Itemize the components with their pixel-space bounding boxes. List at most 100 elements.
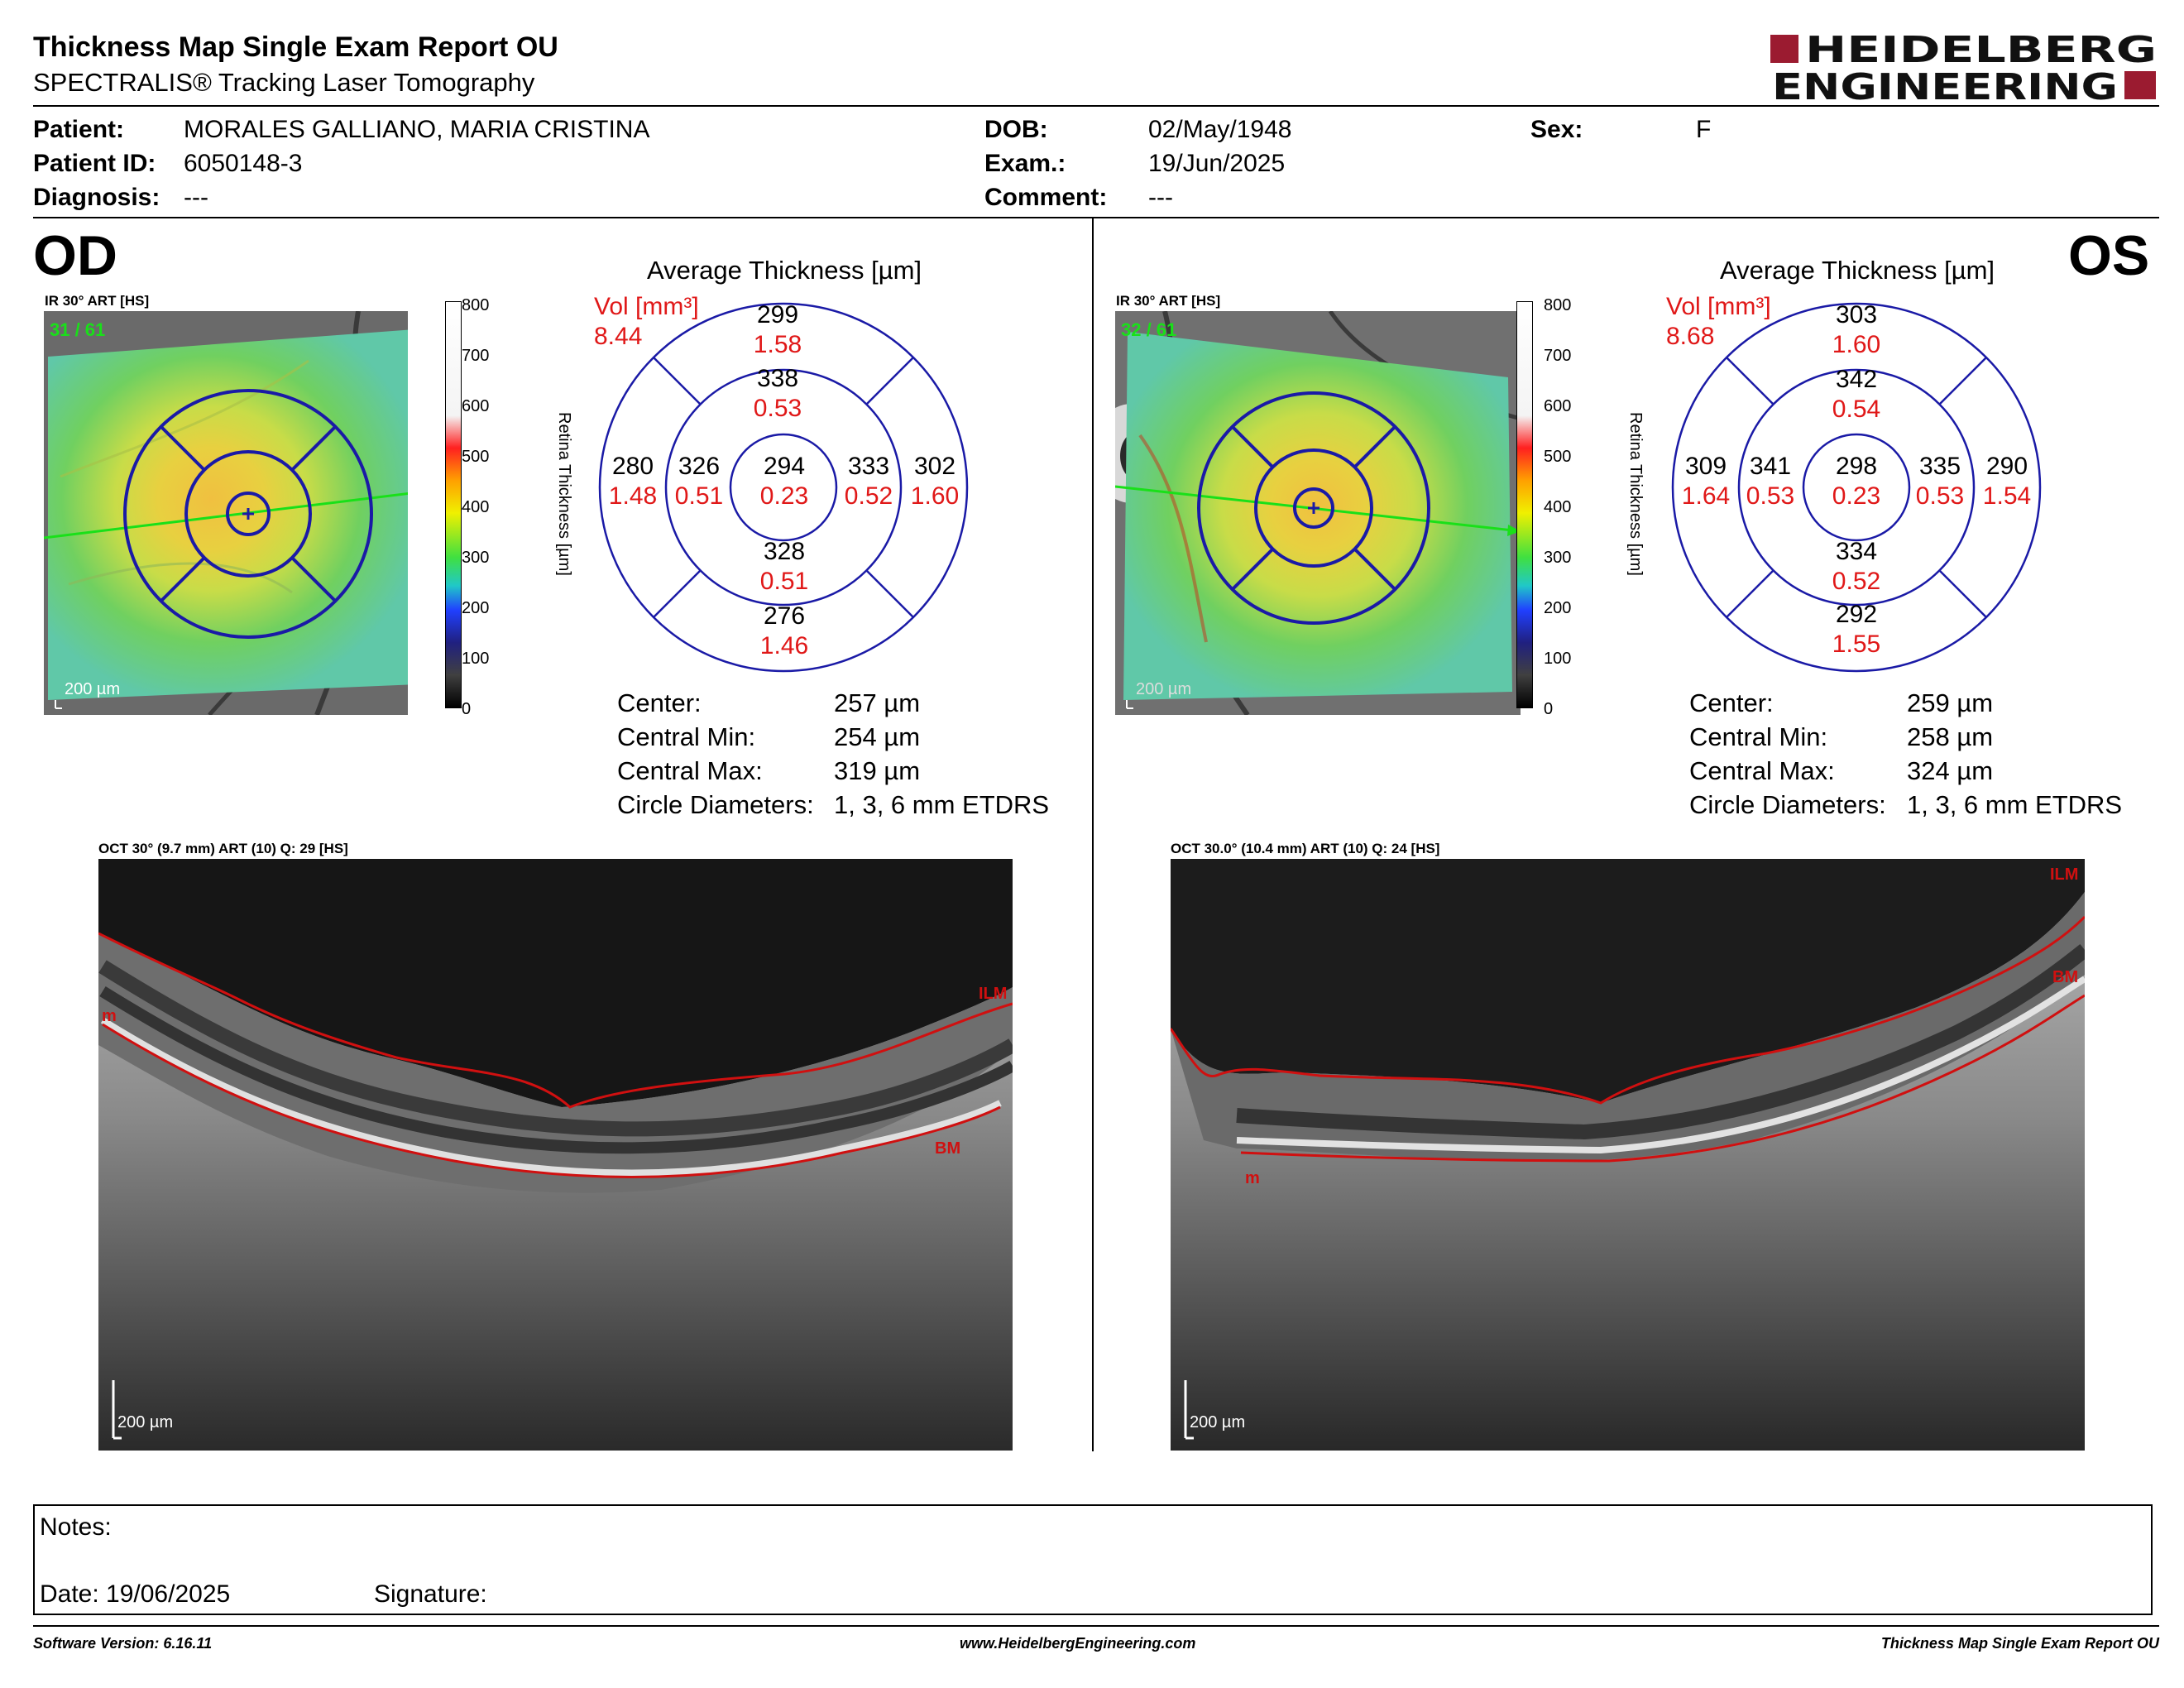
os-central-min-value: 258 µm: [1907, 722, 1994, 751]
info-rule: [33, 217, 2159, 218]
od-outer-inferior-thickness: 276: [763, 602, 806, 630]
os-outer-superior-volume: 1.60: [1832, 331, 1881, 358]
os-colorbar-label: Retina Thickness [µm]: [1626, 412, 1645, 576]
exam-label: Exam.:: [984, 150, 1066, 177]
od-colorbar-label: Retina Thickness [µm]: [555, 412, 573, 576]
patient-id: 6050148-3: [184, 150, 303, 177]
os-tick-600: 600: [1544, 397, 1572, 415]
od-oct-ilm-label: ILM: [979, 985, 1008, 1003]
os-colorbar-ticks: 800 700 600 500 400 300 200 100 0: [1544, 296, 1585, 718]
os-central-max-label: Central Max:: [1689, 756, 1835, 785]
dob-label: DOB:: [984, 116, 1048, 143]
od-outer-left-volume: 1.48: [608, 482, 658, 510]
od-oct-bm-label: BM: [935, 1139, 961, 1158]
os-tick-800: 800: [1544, 296, 1572, 314]
center-divider: [1092, 218, 1094, 1451]
od-outer-superior-thickness: 299: [756, 301, 799, 328]
os-inner-superior-volume: 0.54: [1832, 396, 1881, 423]
os-tick-300: 300: [1544, 549, 1572, 567]
os-tick-100: 100: [1544, 650, 1572, 668]
od-inner-left-volume: 0.51: [674, 482, 724, 510]
od-tick-400: 400: [462, 498, 490, 516]
os-center-value: 259 µm: [1907, 688, 1994, 717]
od-center-label: Center:: [617, 688, 702, 717]
os-eye-label: OS: [2068, 224, 2150, 287]
os-central-max-value: 324 µm: [1907, 756, 1994, 785]
od-tick-200: 200: [462, 599, 490, 617]
od-tick-0: 0: [462, 700, 472, 718]
od-outer-right-volume: 1.60: [910, 482, 960, 510]
od-outer-right-thickness: 302: [913, 453, 956, 480]
comment-label: Comment:: [984, 184, 1108, 211]
report-subtitle: SPECTRALIS® Tracking Laser Tomography: [33, 68, 535, 97]
software-version: Software Version: 6.16.11: [33, 1635, 213, 1652]
os-inner-right-volume: 0.53: [1915, 482, 1965, 510]
od-oct-bscan: [98, 859, 1013, 1451]
os-oct-m-label: m: [1245, 1169, 1260, 1187]
footer-report-name: Thickness Map Single Exam Report OU: [1880, 1635, 2159, 1652]
od-etdrs-grid: [598, 302, 969, 673]
patient-id-label: Patient ID:: [33, 150, 156, 177]
od-circle-diameters-value: 1, 3, 6 mm ETDRS: [834, 790, 1050, 819]
od-colorbar-ticks: 800 700 600 500 400 300 200 100 0: [462, 296, 503, 718]
os-tick-400: 400: [1544, 498, 1572, 516]
os-outer-inferior-thickness: 292: [1835, 601, 1878, 628]
os-outer-left-thickness: 309: [1684, 453, 1727, 480]
od-tick-100: 100: [462, 650, 490, 668]
os-vol-label: Vol [mm³]: [1666, 293, 1771, 320]
signature-label: Signature:: [374, 1580, 487, 1608]
comment-value: ---: [1148, 184, 1173, 211]
od-grid-title: Average Thickness [µm]: [646, 256, 922, 285]
od-ir-caption: IR 30° ART [HS]: [45, 293, 150, 309]
os-oct-scale-label: 200 µm: [1190, 1413, 1246, 1431]
os-center-thickness: 298: [1835, 453, 1878, 480]
os-center-volume: 0.23: [1832, 482, 1881, 510]
os-outer-superior-thickness: 303: [1835, 301, 1878, 328]
od-central-max-label: Central Max:: [617, 756, 763, 785]
patient-label: Patient:: [33, 116, 125, 143]
od-tick-800: 800: [462, 296, 490, 314]
diagnosis-value: ---: [184, 184, 208, 211]
od-oct-caption: OCT 30° (9.7 mm) ART (10) Q: 29 [HS]: [98, 841, 348, 856]
os-circle-diameters-value: 1, 3, 6 mm ETDRS: [1907, 790, 2123, 819]
os-ir-scale-label: 200 µm: [1136, 680, 1192, 698]
od-outer-superior-volume: 1.58: [753, 331, 802, 358]
od-center-volume: 0.23: [759, 482, 809, 510]
os-oct-caption: OCT 30.0° (10.4 mm) ART (10) Q: 24 [HS]: [1171, 841, 1440, 856]
od-outer-inferior-volume: 1.46: [759, 632, 809, 659]
od-oct-scale-label: 200 µm: [117, 1413, 174, 1431]
od-outer-left-thickness: 280: [611, 453, 654, 480]
sex-value: F: [1696, 116, 1712, 143]
od-central-max-value: 319 µm: [834, 756, 921, 785]
notes-date: Date: 19/06/2025: [40, 1580, 231, 1608]
od-tick-500: 500: [462, 448, 490, 466]
od-ir-scale-label: 200 µm: [65, 680, 121, 698]
os-outer-right-thickness: 290: [1985, 453, 2028, 480]
od-ir-counter: 31 / 61: [50, 319, 106, 340]
os-grid-title: Average Thickness [µm]: [1719, 256, 1995, 285]
website-link[interactable]: www.HeidelbergEngineering.com: [960, 1635, 1196, 1652]
od-tick-300: 300: [462, 549, 490, 567]
notes-box[interactable]: [33, 1504, 2153, 1615]
os-oct-bm-label: BM: [2052, 968, 2079, 986]
od-center-value: 257 µm: [834, 688, 921, 717]
os-vol-total: 8.68: [1666, 323, 1715, 350]
svg-text:ENGINEERING: ENGINEERING: [1772, 66, 2118, 103]
od-vol-total: 8.44: [594, 323, 643, 350]
od-thickness-colorbar: [445, 301, 462, 708]
od-inner-superior-volume: 0.53: [753, 395, 802, 422]
os-inner-left-thickness: 341: [1749, 453, 1792, 480]
os-tick-500: 500: [1544, 448, 1572, 466]
od-circle-diameters-label: Circle Diameters:: [617, 790, 814, 819]
report-title: Thickness Map Single Exam Report OU: [33, 31, 558, 63]
exam-date: 19/Jun/2025: [1148, 150, 1286, 177]
os-oct-bscan: [1171, 859, 2085, 1451]
od-oct-m-label: m: [102, 1007, 117, 1025]
heidelberg-logo: HEIDELBERG ENGINEERING: [1770, 31, 2157, 103]
os-thickness-colorbar: [1516, 301, 1533, 708]
os-outer-left-volume: 1.64: [1681, 482, 1731, 510]
od-inner-inferior-volume: 0.51: [759, 568, 809, 595]
od-central-min-label: Central Min:: [617, 722, 756, 751]
od-tick-600: 600: [462, 397, 490, 415]
od-inner-superior-thickness: 338: [756, 365, 799, 392]
